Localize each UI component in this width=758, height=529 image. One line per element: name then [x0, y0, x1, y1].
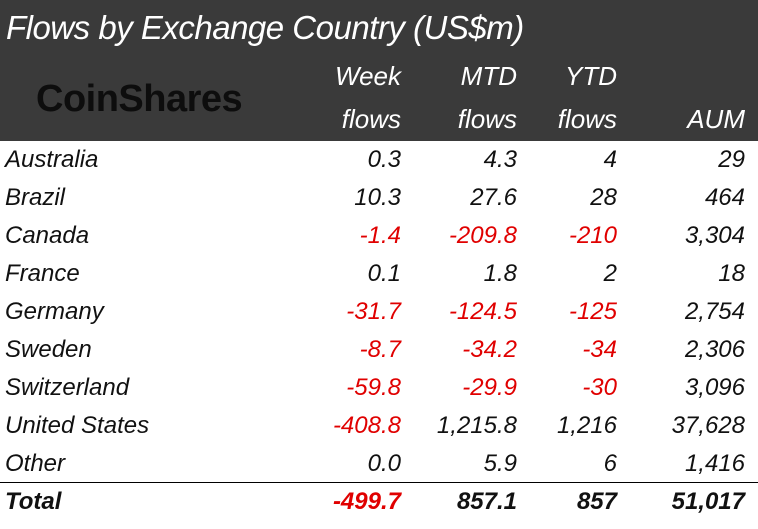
- total-week: -499.7: [332, 488, 401, 515]
- total-ytd: 857: [576, 488, 617, 515]
- total-divider: [0, 482, 758, 483]
- aum-value: 2,754: [684, 298, 745, 325]
- country-name: Brazil: [5, 184, 66, 211]
- country-name: Sweden: [5, 336, 92, 363]
- aum-value: 2,306: [684, 336, 745, 363]
- week-value: -408.8: [332, 412, 401, 439]
- week-value: 10.3: [354, 184, 401, 211]
- ytd-header-line1: YTD: [565, 61, 617, 91]
- mtd-header-line2: flows: [457, 104, 517, 134]
- country-name: Switzerland: [5, 374, 130, 401]
- aum-value: 1,416: [684, 450, 745, 477]
- aum-value: 464: [704, 184, 745, 211]
- aum-value: 18: [718, 260, 745, 287]
- ytd-value: 2: [603, 260, 617, 287]
- week-value: -8.7: [359, 336, 401, 363]
- table-header: Flows by Exchange Country (US$m) CoinSha…: [0, 0, 758, 141]
- aum-value: 29: [718, 146, 745, 173]
- table-row: United States -408.8 1,215.8 1,216 37,628: [0, 407, 758, 445]
- country-name: United States: [5, 412, 150, 439]
- country-name: Other: [5, 450, 66, 477]
- coinshares-logo: CoinShares: [36, 78, 243, 120]
- table-row: Brazil 10.3 27.6 28 464: [0, 179, 758, 217]
- table-row: Germany -31.7 -124.5 -125 2,754: [0, 293, 758, 331]
- ytd-value: -30: [582, 374, 617, 401]
- ytd-value: 1,216: [556, 412, 617, 439]
- mtd-value: 27.6: [470, 184, 517, 211]
- mtd-value: 5.9: [483, 450, 517, 477]
- table-row: Sweden -8.7 -34.2 -34 2,306: [0, 331, 758, 369]
- aum-header: AUM: [687, 104, 745, 134]
- table-title: Flows by Exchange Country (US$m): [6, 9, 524, 46]
- week-value: -1.4: [359, 222, 401, 249]
- ytd-header-line2: flows: [557, 104, 617, 134]
- week-value: 0.1: [367, 260, 401, 287]
- week-header-line1: Week: [335, 61, 401, 91]
- table-row: Australia 0.3 4.3 4 29: [0, 141, 758, 179]
- table-row: France 0.1 1.8 2 18: [0, 255, 758, 293]
- ytd-value: -125: [568, 298, 617, 325]
- week-value: 0.3: [367, 146, 401, 173]
- aum-value: 37,628: [671, 412, 745, 439]
- country-name: Canada: [5, 222, 90, 249]
- country-name: Germany: [5, 298, 104, 325]
- total-label: Total: [5, 488, 62, 515]
- mtd-value: 1.8: [483, 260, 517, 287]
- ytd-value: 4: [603, 146, 617, 173]
- table-row: Canada -1.4 -209.8 -210 3,304: [0, 217, 758, 255]
- table-row: Switzerland -59.8 -29.9 -30 3,096: [0, 369, 758, 407]
- ytd-value: -34: [582, 336, 617, 363]
- week-header-line2: flows: [341, 104, 401, 134]
- mtd-value: -124.5: [448, 298, 517, 325]
- table-row: Other 0.0 5.9 6 1,416: [0, 445, 758, 483]
- ytd-value: 28: [590, 184, 617, 211]
- aum-value: 3,304: [684, 222, 745, 249]
- country-name: Australia: [5, 146, 99, 173]
- week-value: -59.8: [346, 374, 401, 401]
- mtd-value: 4.3: [483, 146, 517, 173]
- aum-value: 3,096: [684, 374, 745, 401]
- mtd-value: -34.2: [462, 336, 517, 363]
- mtd-value: 1,215.8: [436, 412, 517, 439]
- week-value: -31.7: [346, 298, 401, 325]
- ytd-value: -210: [568, 222, 617, 249]
- country-name: France: [5, 260, 80, 287]
- week-value: 0.0: [367, 450, 401, 477]
- total-row: Total -499.7 857.1 857 51,017: [0, 483, 758, 521]
- total-aum: 51,017: [671, 488, 745, 515]
- mtd-value: -29.9: [462, 374, 517, 401]
- total-mtd: 857.1: [456, 488, 517, 515]
- mtd-header-line1: MTD: [460, 61, 517, 91]
- ytd-value: 6: [603, 450, 617, 477]
- mtd-value: -209.8: [448, 222, 517, 249]
